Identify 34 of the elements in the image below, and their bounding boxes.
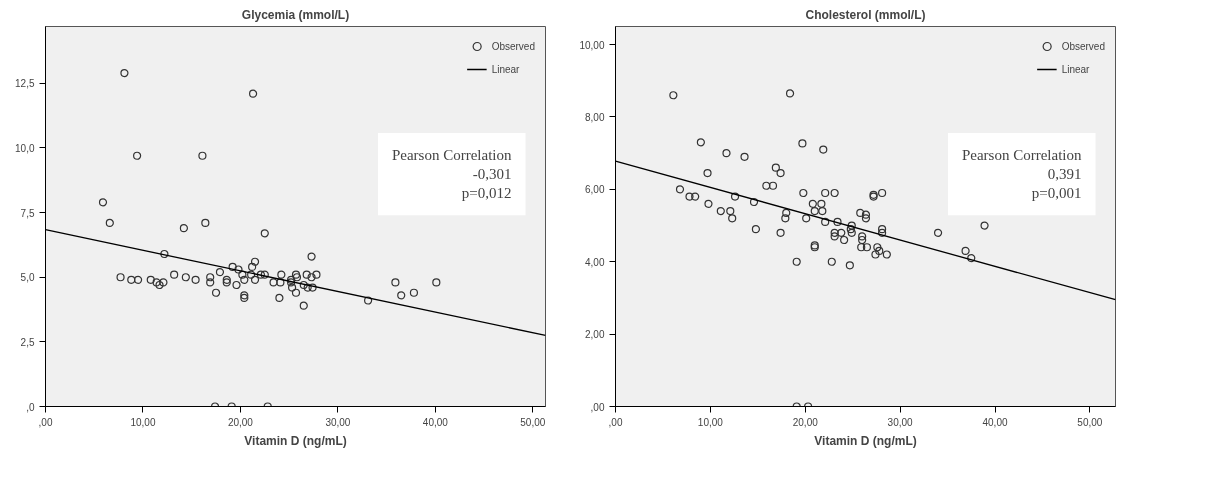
x-tick-label: 10,00: [697, 416, 724, 428]
x-tick-label: 30,00: [887, 416, 914, 428]
x-tick-label: ,00: [38, 416, 53, 428]
legend-label: Observed: [1061, 40, 1105, 52]
x-tick-label: 20,00: [792, 416, 819, 428]
y-tick-label: 4,00: [585, 256, 605, 268]
legend-label: Linear: [1061, 63, 1090, 75]
x-tick-label: 50,00: [1077, 416, 1103, 428]
y-tick-label: 8,00: [585, 111, 605, 123]
y-tick-label: 5,0: [20, 272, 35, 284]
x-axis-title: Vitamin D (ng/mL): [814, 433, 917, 448]
legend-label: Observed: [491, 40, 535, 52]
y-tick-label: 7,5: [20, 207, 35, 219]
y-tick-label: 10,00: [579, 39, 605, 51]
y-tick-label: ,0: [26, 401, 35, 413]
legend-label: Linear: [491, 63, 520, 75]
y-tick-label: 2,00: [585, 329, 605, 341]
y-tick-label: 12,5: [15, 78, 35, 90]
x-axis-title: Vitamin D (ng/mL): [244, 433, 347, 448]
y-tick-label: ,00: [590, 401, 605, 413]
x-tick-label: 40,00: [982, 416, 1008, 428]
annotation: Pearson Correlation 0,391 p=0,001: [961, 146, 1082, 202]
x-tick-label: 30,00: [325, 416, 351, 428]
y-tick-label: 10,0: [15, 143, 35, 154]
x-tick-label: 40,00: [422, 416, 449, 428]
x-tick-label: ,00: [608, 416, 623, 428]
annotation: Pearson Correlation -0,301 p=0,012: [391, 146, 512, 202]
x-tick-label: 10,00: [130, 416, 156, 428]
y-tick-label: 6,00: [585, 184, 605, 196]
chart-title: Glycemia (mmol/L): [241, 7, 350, 22]
chart-title: Cholesterol (mmol/L): [805, 7, 926, 22]
y-tick-label: 2,5: [20, 336, 35, 348]
x-tick-label: 20,00: [227, 416, 254, 428]
x-tick-label: 50,00: [520, 416, 546, 428]
